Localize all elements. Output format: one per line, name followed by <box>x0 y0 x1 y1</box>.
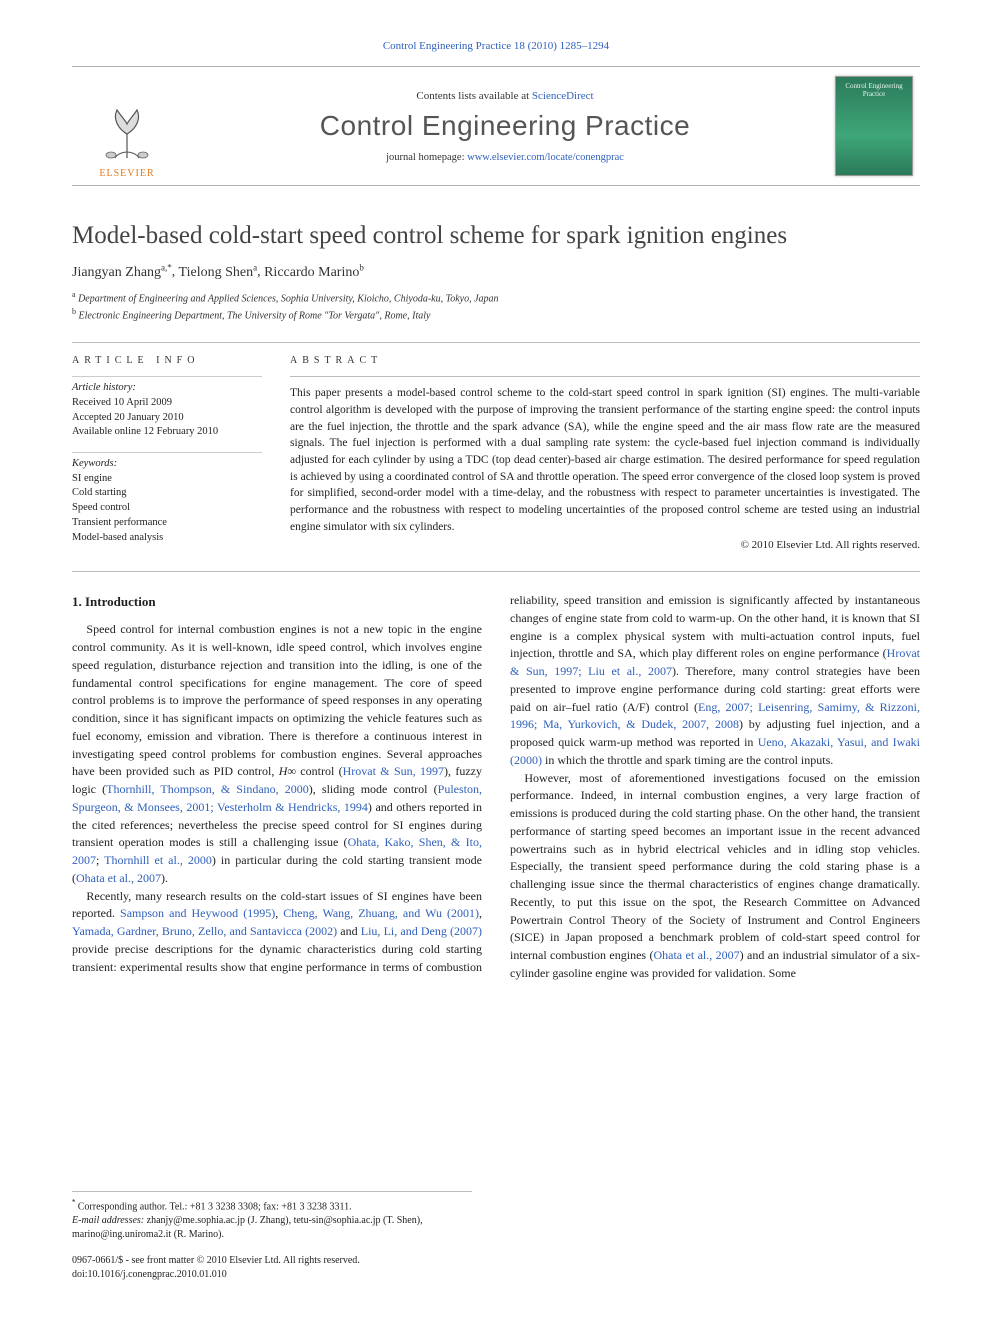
contents-available-line: Contents lists available at ScienceDirec… <box>416 90 593 102</box>
ref-thornhill-etal-2000[interactable]: Thornhill et al., 2000 <box>104 853 212 867</box>
author-1-marks: a,* <box>161 262 172 272</box>
intro-para-4: However, most of aforementioned investig… <box>510 770 920 983</box>
issn-line: 0967-0661/$ - see front matter © 2010 El… <box>72 1254 360 1268</box>
intro-para-1: Speed control for internal combustion en… <box>72 621 482 887</box>
history-online: Available online 12 February 2010 <box>72 425 262 440</box>
publisher-name: ELSEVIER <box>99 168 154 179</box>
elsevier-tree-icon <box>95 100 159 164</box>
article-title: Model-based cold-start speed control sch… <box>72 222 920 250</box>
article-info-heading: ARTICLE INFO <box>72 355 262 366</box>
ref-thornhill-2000[interactable]: Thornhill, Thompson, & Sindano, 2000 <box>106 782 309 796</box>
divider-bottom <box>72 571 920 572</box>
info-divider-1 <box>72 376 262 377</box>
cover-title: Control Engineering Practice <box>840 83 908 98</box>
authors-line: Jiangyan Zhanga,*, Tielong Shena, Riccar… <box>72 262 920 281</box>
section-1-heading: 1. Introduction <box>72 592 482 611</box>
contents-prefix: Contents lists available at <box>416 90 531 102</box>
affiliation-a: a Department of Engineering and Applied … <box>72 289 920 307</box>
journal-cover-thumb: Control Engineering Practice <box>828 67 920 185</box>
email-label: E-mail addresses: <box>72 1215 144 1226</box>
author-1-name: Jiangyan Zhang <box>72 265 161 280</box>
author-3-marks: b <box>359 262 364 272</box>
corresponding-author-block: * Corresponding author. Tel.: +81 3 3238… <box>72 1191 472 1241</box>
keyword-2: Cold starting <box>72 486 262 501</box>
h-infinity-symbol: H∞ <box>279 764 296 778</box>
ref-sampson-heywood-1995[interactable]: Sampson and Heywood (1995) <box>120 906 275 920</box>
keyword-3: Speed control <box>72 501 262 516</box>
corresponding-line: Corresponding author. Tel.: +81 3 3238 3… <box>78 1202 352 1213</box>
author-1: Jiangyan Zhanga,* <box>72 265 172 280</box>
abstract-column: ABSTRACT This paper presents a model-bas… <box>290 355 920 557</box>
masthead: ELSEVIER Contents lists available at Sci… <box>72 66 920 186</box>
article-info-column: ARTICLE INFO Article history: Received 1… <box>72 355 262 557</box>
homepage-prefix: journal homepage: <box>386 152 467 163</box>
ref-yamada-2002[interactable]: Yamada, Gardner, Bruno, Zello, and Santa… <box>72 924 337 938</box>
footer-block: 0967-0661/$ - see front matter © 2010 El… <box>72 1254 360 1281</box>
ref-ohata-2007-b[interactable]: Ohata et al., 2007 <box>76 871 161 885</box>
keywords-list: SI engine Cold starting Speed control Tr… <box>72 472 262 545</box>
ref-cheng-2001[interactable]: Cheng, Wang, Zhuang, and Wu (2001) <box>283 906 479 920</box>
keyword-5: Model-based analysis <box>72 531 262 546</box>
abstract-text: This paper presents a model-based contro… <box>290 385 920 535</box>
author-2-name: Tielong Shen <box>179 265 254 280</box>
keyword-1: SI engine <box>72 472 262 487</box>
history-label: Article history: <box>72 381 262 396</box>
ref-hrovat-sun-1997[interactable]: Hrovat & Sun, 1997 <box>343 764 444 778</box>
journal-reference-line[interactable]: Control Engineering Practice 18 (2010) 1… <box>72 40 920 52</box>
abstract-divider-top <box>290 376 920 377</box>
author-2: Tielong Shena <box>179 265 258 280</box>
author-2-marks: a <box>253 262 257 272</box>
journal-homepage-link[interactable]: www.elsevier.com/locate/conengprac <box>467 152 624 163</box>
affiliation-b: b Electronic Engineering Department, The… <box>72 306 920 324</box>
affiliations: a Department of Engineering and Applied … <box>72 289 920 325</box>
publisher-logo: ELSEVIER <box>72 67 182 185</box>
ref-ohata-2007-c[interactable]: Ohata et al., 2007 <box>653 948 739 962</box>
keyword-4: Transient performance <box>72 516 262 531</box>
abstract-copyright: © 2010 Elsevier Ltd. All rights reserved… <box>290 539 920 551</box>
keywords-label: Keywords: <box>72 457 262 472</box>
doi-line: doi:10.1016/j.conengprac.2010.01.010 <box>72 1268 360 1282</box>
sciencedirect-link[interactable]: ScienceDirect <box>532 90 594 102</box>
history-accepted: Accepted 20 January 2010 <box>72 411 262 426</box>
author-3-name: Riccardo Marino <box>264 265 359 280</box>
journal-title: Control Engineering Practice <box>320 110 690 142</box>
history-received: Received 10 April 2009 <box>72 396 262 411</box>
journal-homepage-line: journal homepage: www.elsevier.com/locat… <box>386 152 624 163</box>
abstract-heading: ABSTRACT <box>290 355 920 366</box>
info-divider-2 <box>72 452 262 453</box>
corresponding-star: * <box>72 1197 75 1207</box>
ref-liu-2007[interactable]: Liu, Li, and Deng (2007) <box>361 924 482 938</box>
author-3: Riccardo Marinob <box>264 265 364 280</box>
body-text: 1. Introduction Speed control for intern… <box>72 592 920 983</box>
